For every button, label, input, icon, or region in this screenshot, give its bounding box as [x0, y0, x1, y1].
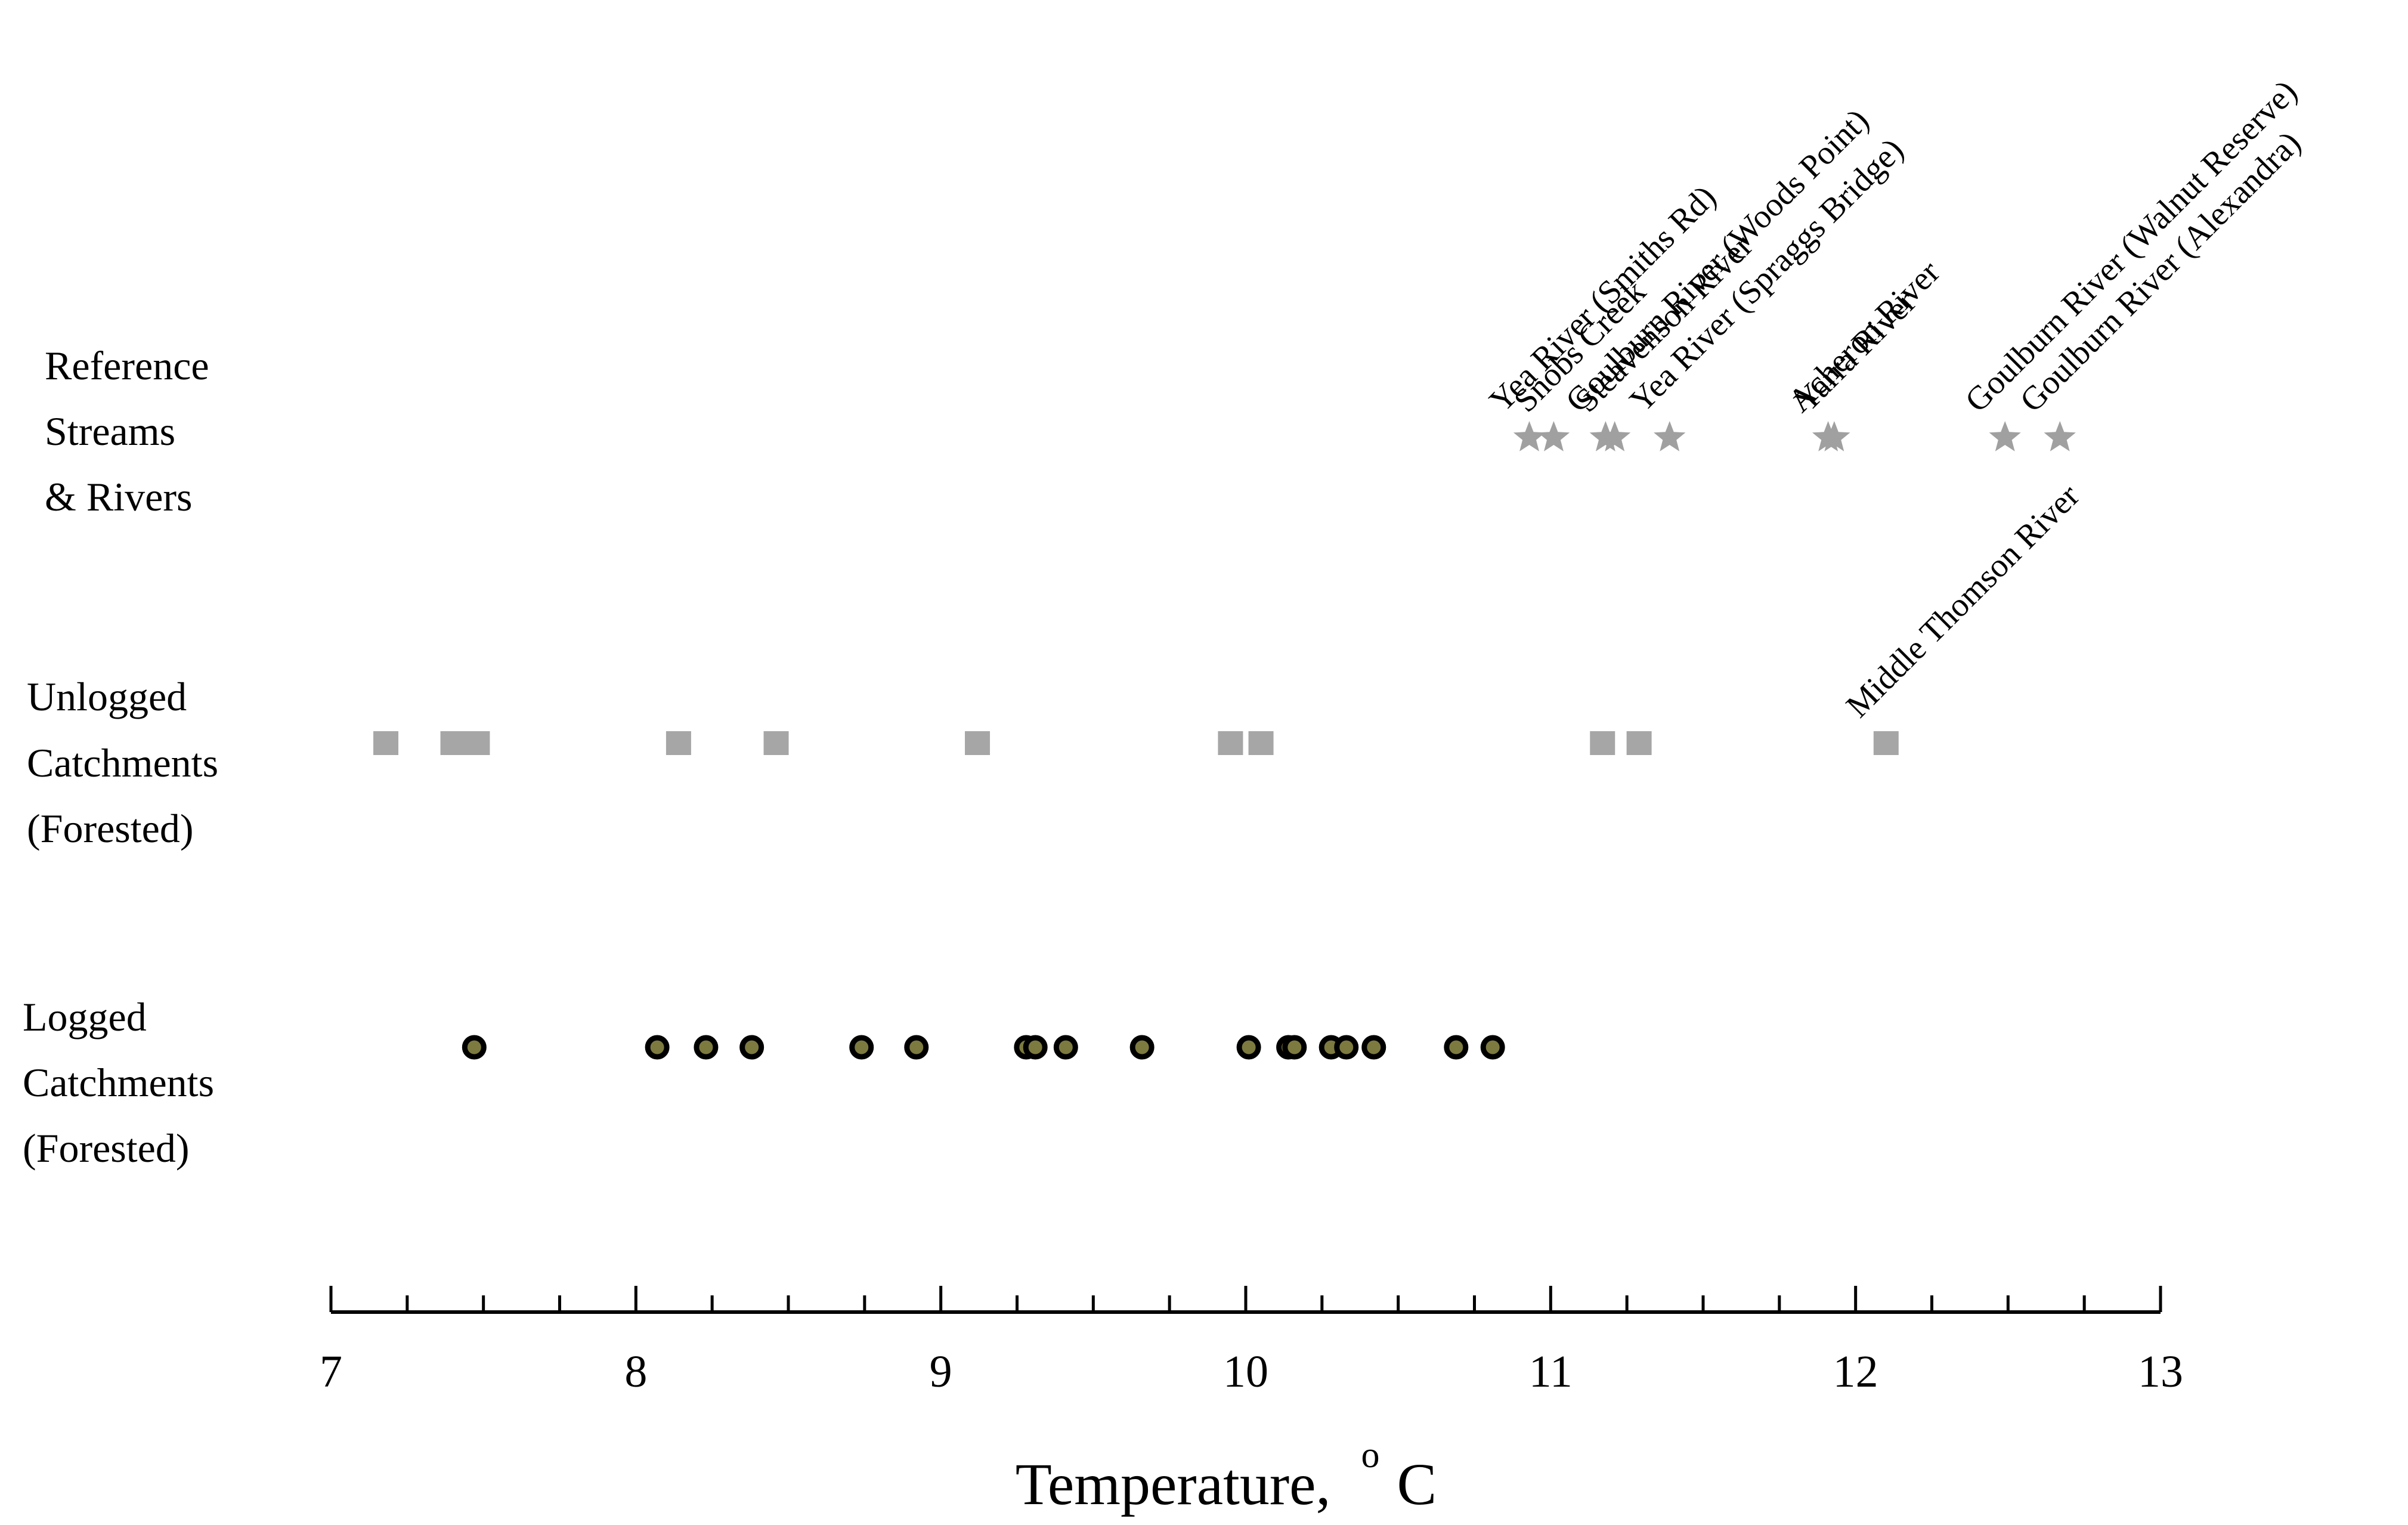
unlogged-square-point — [1218, 731, 1243, 755]
x-tick-label: 7 — [320, 1347, 342, 1397]
unlogged-square-point — [1873, 731, 1899, 755]
reference-star-point — [2044, 421, 2076, 451]
logged-circle-point — [1361, 1035, 1386, 1060]
unlogged-square-point — [666, 731, 691, 755]
logged-circle-point — [1282, 1035, 1307, 1060]
row-label-reference-line-2: Streams — [45, 409, 175, 454]
logged-circle-point — [739, 1035, 765, 1060]
row-label-unlogged-line-3: (Forested) — [27, 806, 193, 851]
reference-star-point — [1654, 421, 1686, 451]
x-tick-label: 12 — [1833, 1347, 1878, 1397]
x-tick-label: 9 — [930, 1347, 952, 1397]
logged-circle-point — [849, 1035, 874, 1060]
row-label-unlogged-line-1: Unlogged — [27, 674, 187, 719]
x-axis-title-unit-superscript: o — [1361, 1435, 1380, 1475]
unlogged-square-point — [965, 731, 991, 755]
logged-circle-point — [645, 1035, 670, 1060]
unlogged-square-point — [1248, 731, 1274, 755]
x-axis-title-unit: C — [1397, 1451, 1437, 1517]
unlogged-square-point — [373, 731, 399, 755]
row-labels: Reference Streams & Rivers Unlogged Catchmen… — [23, 343, 218, 1171]
logged-circle-point — [1053, 1035, 1078, 1060]
logged-circle-point — [904, 1035, 929, 1060]
reference-star-point — [1537, 421, 1570, 451]
unlogged-square-point — [1626, 731, 1652, 755]
x-tick-label: 11 — [1529, 1347, 1573, 1397]
reference-star-point — [1599, 421, 1631, 451]
logged-circle-point — [694, 1035, 719, 1060]
data-marks — [373, 421, 2076, 1060]
reference-star-point — [1818, 421, 1850, 451]
logged-circle-point — [1480, 1035, 1505, 1060]
logged-circle-point — [1023, 1035, 1048, 1060]
x-axis-title-text: Temperature, — [1016, 1451, 1331, 1517]
row-label-reference-line-3: & Rivers — [45, 474, 192, 519]
row-label-unlogged-line-2: Catchments — [27, 740, 218, 785]
x-axis-title: Temperature, o C — [1016, 1414, 1437, 1517]
x-tick-label: 8 — [624, 1347, 647, 1397]
logged-circle-point — [1236, 1035, 1261, 1060]
reference-star-point — [1513, 421, 1546, 451]
row-label-logged-line-3: (Forested) — [23, 1125, 189, 1171]
x-tick-label: 10 — [1223, 1347, 1268, 1397]
unlogged-square-point — [465, 731, 490, 755]
unlogged-square-point — [763, 731, 789, 755]
unlogged-square-point — [1590, 731, 1615, 755]
x-tick-label: 13 — [2138, 1347, 2183, 1397]
reference-star-point — [1989, 421, 2021, 451]
logged-circle-point — [1444, 1035, 1469, 1060]
row-label-reference-line-1: Reference — [45, 343, 209, 388]
unlogged-square-point — [440, 731, 466, 755]
logged-circle-point — [462, 1035, 487, 1060]
row-label-logged-line-2: Catchments — [23, 1060, 214, 1105]
logged-circle-point — [1129, 1035, 1155, 1060]
x-axis: 7 8 9 10 11 12 13 — [320, 1286, 2183, 1397]
logged-circle-point — [1334, 1035, 1359, 1060]
row-label-logged-line-1: Logged — [23, 994, 147, 1040]
